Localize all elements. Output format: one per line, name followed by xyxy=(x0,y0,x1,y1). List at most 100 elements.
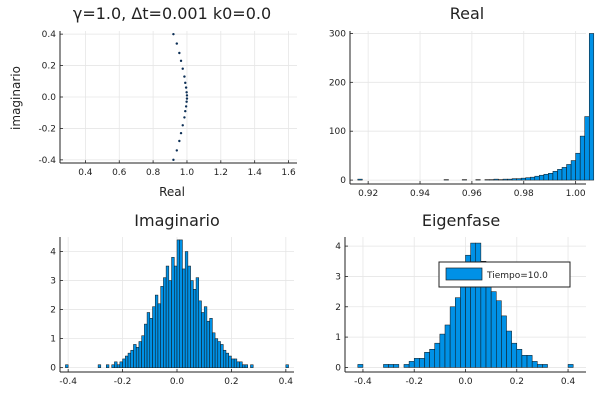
y-tick-label: 200 xyxy=(329,78,346,88)
x-tick-label: -0.2 xyxy=(405,377,423,387)
histogram-bar xyxy=(521,178,526,180)
scatter-point xyxy=(184,82,186,84)
scatter-point xyxy=(178,52,180,54)
histogram-bar xyxy=(153,307,156,368)
histogram-bar xyxy=(576,153,581,180)
histogram-bar xyxy=(435,343,440,367)
histogram-bar xyxy=(185,252,188,368)
y-tick-label: 2 xyxy=(335,303,341,313)
x-tick-label: 0.98 xyxy=(514,189,534,199)
x-tick-label: 0.0 xyxy=(170,377,185,387)
x-tick-label: 0.0 xyxy=(458,377,473,387)
y-tick-label: 300 xyxy=(329,29,346,39)
histogram-bar xyxy=(567,164,572,180)
histogram-bar xyxy=(517,179,522,180)
histogram-bar xyxy=(242,365,245,368)
histogram-bar xyxy=(580,136,585,180)
scatter-point xyxy=(176,149,178,151)
histogram-bar xyxy=(250,365,253,368)
y-tick-label: 0 xyxy=(50,364,56,374)
histogram-bar xyxy=(147,312,150,367)
histogram-bar xyxy=(507,331,512,367)
scatter-point xyxy=(180,132,182,134)
histogram-bar xyxy=(526,178,531,180)
scatter-point xyxy=(172,159,174,161)
histogram-bar xyxy=(537,364,542,367)
histogram-bar xyxy=(245,365,248,368)
y-tick-label: 0 xyxy=(335,363,341,373)
histogram-bar xyxy=(532,361,537,367)
scatter-point xyxy=(183,116,185,118)
panel1-ylabel: imaginario xyxy=(9,66,23,130)
histogram-bar xyxy=(125,356,128,368)
scatter-point xyxy=(186,94,188,96)
histogram-bar xyxy=(144,324,147,368)
histogram-bar xyxy=(568,364,573,367)
histogram-bar xyxy=(589,33,594,180)
x-tick-label: 0.4 xyxy=(78,168,93,178)
histogram-bar xyxy=(174,266,177,368)
histogram-bar xyxy=(196,278,199,368)
histogram-bar xyxy=(237,362,240,368)
histogram-bar xyxy=(166,266,169,368)
histogram-bar xyxy=(231,359,234,368)
histogram-bar xyxy=(207,321,210,367)
scatter-point xyxy=(185,105,187,107)
histogram-bar xyxy=(139,342,142,368)
histogram-bar xyxy=(191,281,194,368)
histogram-bar xyxy=(234,359,237,368)
scatter-point xyxy=(172,33,174,35)
scatter-point xyxy=(183,75,185,77)
histogram-bar xyxy=(508,179,513,180)
histogram-bar xyxy=(430,349,435,367)
histogram-bar xyxy=(142,336,145,368)
histogram-bar xyxy=(182,269,185,368)
histogram-bar xyxy=(123,359,126,368)
y-tick-label: -0.4 xyxy=(38,156,56,166)
x-tick-label: 0.94 xyxy=(410,189,430,199)
x-tick-label: 0.6 xyxy=(112,168,127,178)
histogram-bar xyxy=(383,364,388,367)
histogram-bar xyxy=(553,171,558,180)
histogram-bar xyxy=(212,333,215,368)
histogram-bar xyxy=(131,350,134,367)
histogram-bar xyxy=(394,364,399,367)
histogram-bar xyxy=(158,304,161,368)
legend-swatch xyxy=(446,268,482,280)
scatter-point xyxy=(182,124,184,126)
x-tick-label: -0.2 xyxy=(114,377,132,387)
histogram-bar xyxy=(136,347,139,367)
histogram-bar xyxy=(494,179,499,180)
y-tick-label: 0.2 xyxy=(42,62,56,72)
histogram-bar xyxy=(226,353,229,368)
y-tick-label: -0.2 xyxy=(38,124,56,134)
histogram-bar xyxy=(571,161,576,181)
histogram-bar xyxy=(544,174,549,180)
panel3-title: Imaginario xyxy=(134,211,219,230)
y-tick-label: 1 xyxy=(335,333,341,343)
scatter-point xyxy=(185,86,187,88)
x-tick-label: 0.4 xyxy=(279,377,294,387)
x-tick-label: 1.6 xyxy=(281,168,296,178)
histogram-bar xyxy=(585,117,590,181)
scatter-point xyxy=(178,140,180,142)
histogram-bar xyxy=(286,365,289,368)
scatter-point xyxy=(186,97,188,99)
x-tick-label: 1.4 xyxy=(248,168,263,178)
histogram-bar xyxy=(177,240,180,368)
x-tick-label: 0.8 xyxy=(146,168,161,178)
panel1-xlabel: Real xyxy=(159,185,185,199)
histogram-bar xyxy=(486,276,491,367)
histogram-bar xyxy=(409,361,414,367)
histogram-bar xyxy=(530,177,535,180)
histogram-bar xyxy=(215,339,218,368)
scatter-point xyxy=(176,42,178,44)
y-tick-label: 100 xyxy=(329,127,346,137)
x-tick-label: -0.4 xyxy=(354,377,372,387)
panel1-title: γ=1.0, Δt=0.001 k0=0.0 xyxy=(73,4,271,23)
